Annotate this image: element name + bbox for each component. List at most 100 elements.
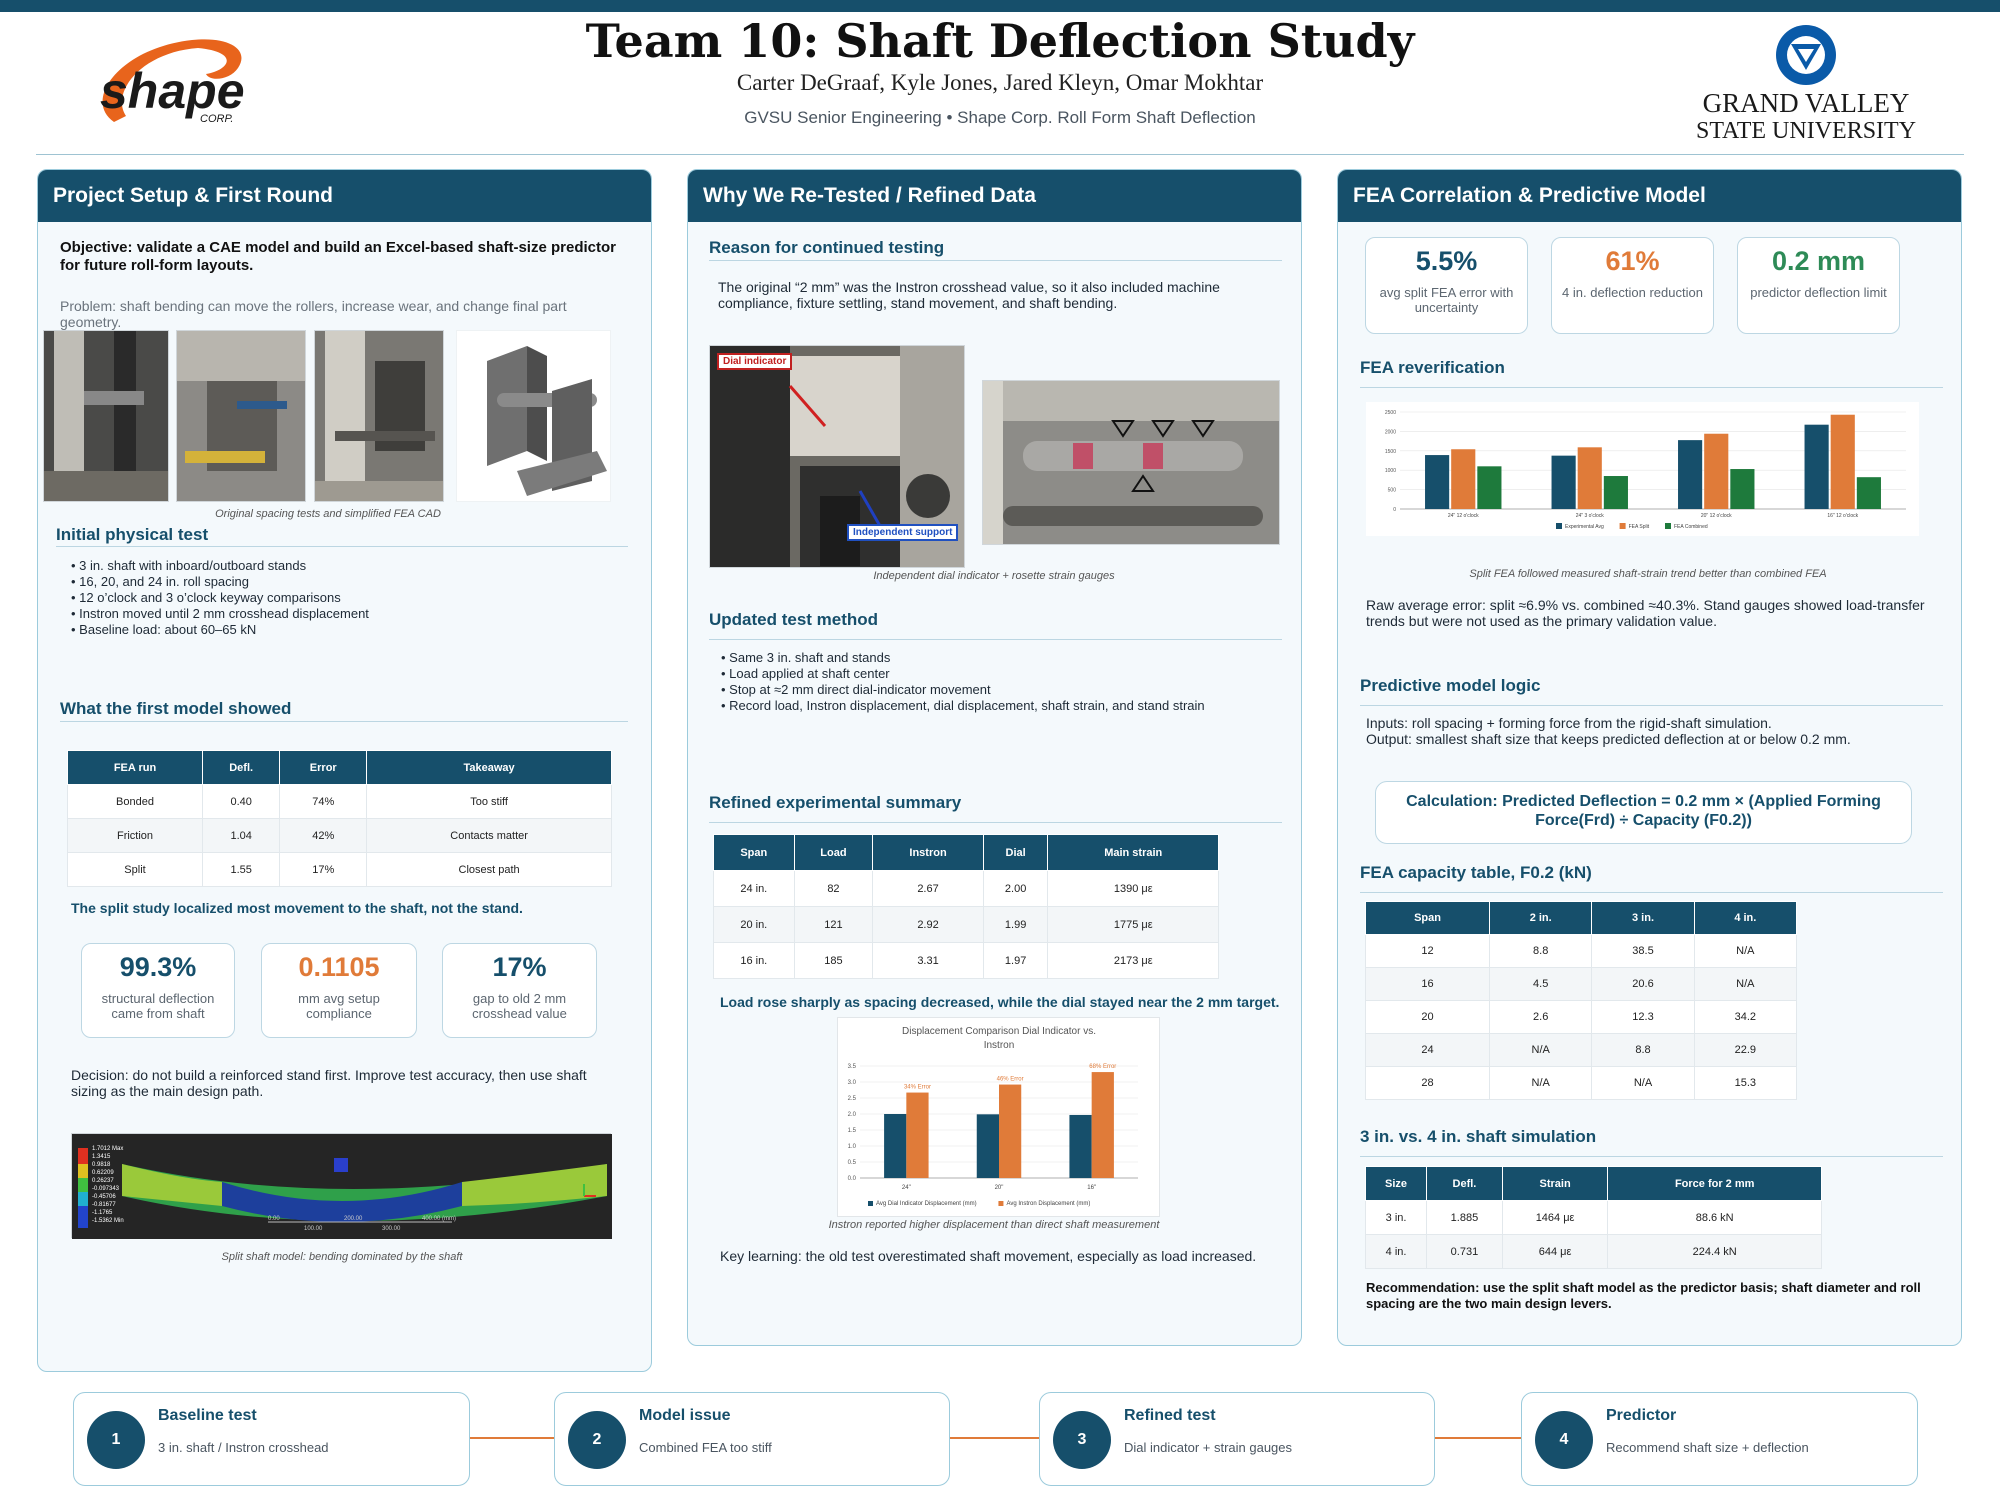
x-tick-label: 16"	[1087, 1185, 1096, 1191]
bar	[1069, 1114, 1092, 1178]
table-cell: 38.5	[1591, 934, 1695, 968]
fea-legend-label: -1.5362 Min	[92, 1218, 124, 1224]
table-header: Span	[713, 834, 795, 871]
x-tick-label: 16" 12 o'clock	[1827, 513, 1858, 519]
fea-caption: Split shaft model: bending dominated by …	[221, 1251, 463, 1263]
table-cell: 88.6 kN	[1607, 1200, 1822, 1235]
table-cell: 3.31	[872, 942, 984, 979]
y-tick-label: 2.5	[848, 1096, 857, 1102]
displacement-chart-svg: Displacement Comparison Dial Indicator v…	[848, 1026, 1138, 1207]
table-cell: 42%	[279, 818, 368, 853]
table-cell: Too stiff	[366, 784, 612, 819]
legend-label: FEA Combined	[1674, 524, 1708, 530]
y-tick-label: 1000	[1385, 468, 1396, 474]
dial-indicator-photo: Dial indicator Independent support	[709, 345, 965, 568]
table-row: 20 in. 121 2.92 1.99 1775 με	[713, 906, 1219, 943]
decision-text: Decision: do not build a reinforced stan…	[71, 1067, 587, 1099]
table-cell: 185	[793, 942, 874, 979]
table-cell: 34.2	[1693, 1000, 1798, 1034]
table-cell: 1.99	[982, 906, 1049, 943]
dial-indicator-label: Dial indicator	[717, 353, 793, 370]
simulation-table: Size Defl. Strain Force for 2 mm 3 in. 1…	[1364, 1166, 1822, 1269]
test-photo-1	[43, 330, 169, 502]
metric-value: 99.3%	[119, 952, 197, 982]
table-cell: 12	[1364, 934, 1491, 968]
fea-legend-label: 0.62209	[92, 1170, 114, 1176]
table-cell: 1.04	[201, 818, 281, 853]
subheading-rule	[709, 822, 1282, 823]
y-tick-label: 1500	[1385, 449, 1396, 455]
panel-heading: Project Setup & First Round	[38, 170, 651, 222]
step-subtitle: Recommend shaft size + deflection	[1606, 1440, 1809, 1455]
reverification-heading: FEA reverification	[1360, 358, 1505, 377]
fea-legend-label: 0.26237	[92, 1178, 114, 1184]
logic-text: Inputs: roll spacing + forming force fro…	[1366, 715, 1851, 747]
fea-axis-label: 100.00	[304, 1226, 323, 1232]
initial-test-heading: Initial physical test	[56, 525, 209, 544]
table-header: Main strain	[1047, 834, 1219, 871]
table-cell: 0.40	[201, 784, 281, 819]
step-number: 3	[1053, 1411, 1111, 1469]
metric-value: 17%	[492, 952, 547, 982]
photo-caption: Independent dial indicator + rosette str…	[873, 570, 1115, 582]
capacity-heading: FEA capacity table, F0.2 (kN)	[1360, 863, 1592, 882]
calculation-box: Calculation: Predicted Deflection = 0.2 …	[1375, 781, 1912, 844]
logic-heading: Predictive model logic	[1360, 676, 1541, 695]
list-item: Record load, Instron displacement, dial …	[721, 698, 1291, 714]
table-cell: 16 in.	[713, 942, 795, 979]
table-cell: 1.885	[1426, 1200, 1503, 1235]
panel-fea-correlation: FEA Correlation & Predictive Model 5.5% …	[1337, 169, 1962, 1346]
bar	[1577, 447, 1602, 509]
subheading-rule	[1360, 1156, 1943, 1157]
fea-axis-label: 300.00	[382, 1226, 401, 1232]
y-tick-label: 1.5	[848, 1128, 857, 1134]
refined-summary-table: Span Load Instron Dial Main strain 24 in…	[713, 834, 1219, 979]
step-connector	[950, 1437, 1039, 1439]
metric-label: mm avg setup compliance	[298, 991, 380, 1021]
table-cell: Closest path	[366, 852, 612, 887]
legend-swatch	[1556, 523, 1562, 529]
gvsu-logo-line2: STATE UNIVERSITY	[1696, 118, 1916, 142]
y-tick-label: 500	[1388, 488, 1397, 494]
fea-legend-label: 0.9818	[92, 1162, 111, 1168]
table-cell: 20.6	[1591, 967, 1695, 1001]
table-header: Force for 2 mm	[1607, 1166, 1822, 1201]
table-row: 24 in. 82 2.67 2.00 1390 με	[713, 870, 1219, 907]
fea-legend-label: -0.097343	[92, 1186, 120, 1192]
shape-logo-sub: CORP.	[200, 113, 233, 125]
legend-swatch	[1665, 523, 1671, 529]
list-item: Load applied at shaft center	[721, 666, 1291, 682]
table-cell: 24 in.	[713, 870, 795, 907]
first-model-table: FEA run Defl. Error Takeaway Bonded 0.40…	[67, 750, 612, 887]
fea-legend-label: -0.45706	[92, 1194, 116, 1200]
table-header: Load	[793, 834, 874, 871]
table-cell: 2.67	[872, 870, 984, 907]
list-item: Baseline load: about 60–65 kN	[71, 622, 631, 638]
displacement-chart: Displacement Comparison Dial Indicator v…	[837, 1017, 1160, 1217]
data-annotation: 46% Error	[997, 1077, 1024, 1083]
table-cell: N/A	[1489, 1066, 1593, 1100]
top-accent-bar	[0, 0, 2000, 12]
table-cell: 2.00	[982, 870, 1049, 907]
step-title: Refined test	[1124, 1407, 1216, 1424]
table-cell: 15.3	[1693, 1066, 1798, 1100]
metric-value: 5.5%	[1415, 246, 1478, 276]
bar	[1091, 1072, 1114, 1178]
subheading-rule	[1360, 892, 1943, 893]
table-header: Instron	[872, 834, 984, 871]
y-tick-label: 2500	[1385, 410, 1396, 416]
metric-label: predictor deflection limit	[1750, 285, 1887, 300]
step-number: 2	[568, 1411, 626, 1469]
bar	[1425, 455, 1450, 509]
panel-heading: Why We Re-Tested / Refined Data	[688, 170, 1301, 222]
method-list: Same 3 in. shaft and stands Load applied…	[721, 650, 1291, 714]
metric-label: gap to old 2 mm crosshead value	[472, 991, 567, 1021]
legend-swatch	[1619, 523, 1626, 529]
fea-cad-image	[456, 330, 611, 502]
step-subtitle: Dial indicator + strain gauges	[1124, 1440, 1293, 1455]
reason-text: The original “2 mm” was the Instron cros…	[718, 279, 1220, 311]
fea-legend-label: -1.1765	[92, 1210, 113, 1216]
metric-label: structural deflection came from shaft	[101, 991, 215, 1021]
table-cell: 28	[1364, 1066, 1491, 1100]
reverification-chart: 0 500 1000 1500 2000 2500 24" 12 o'clock 24" 3 …	[1366, 402, 1919, 536]
